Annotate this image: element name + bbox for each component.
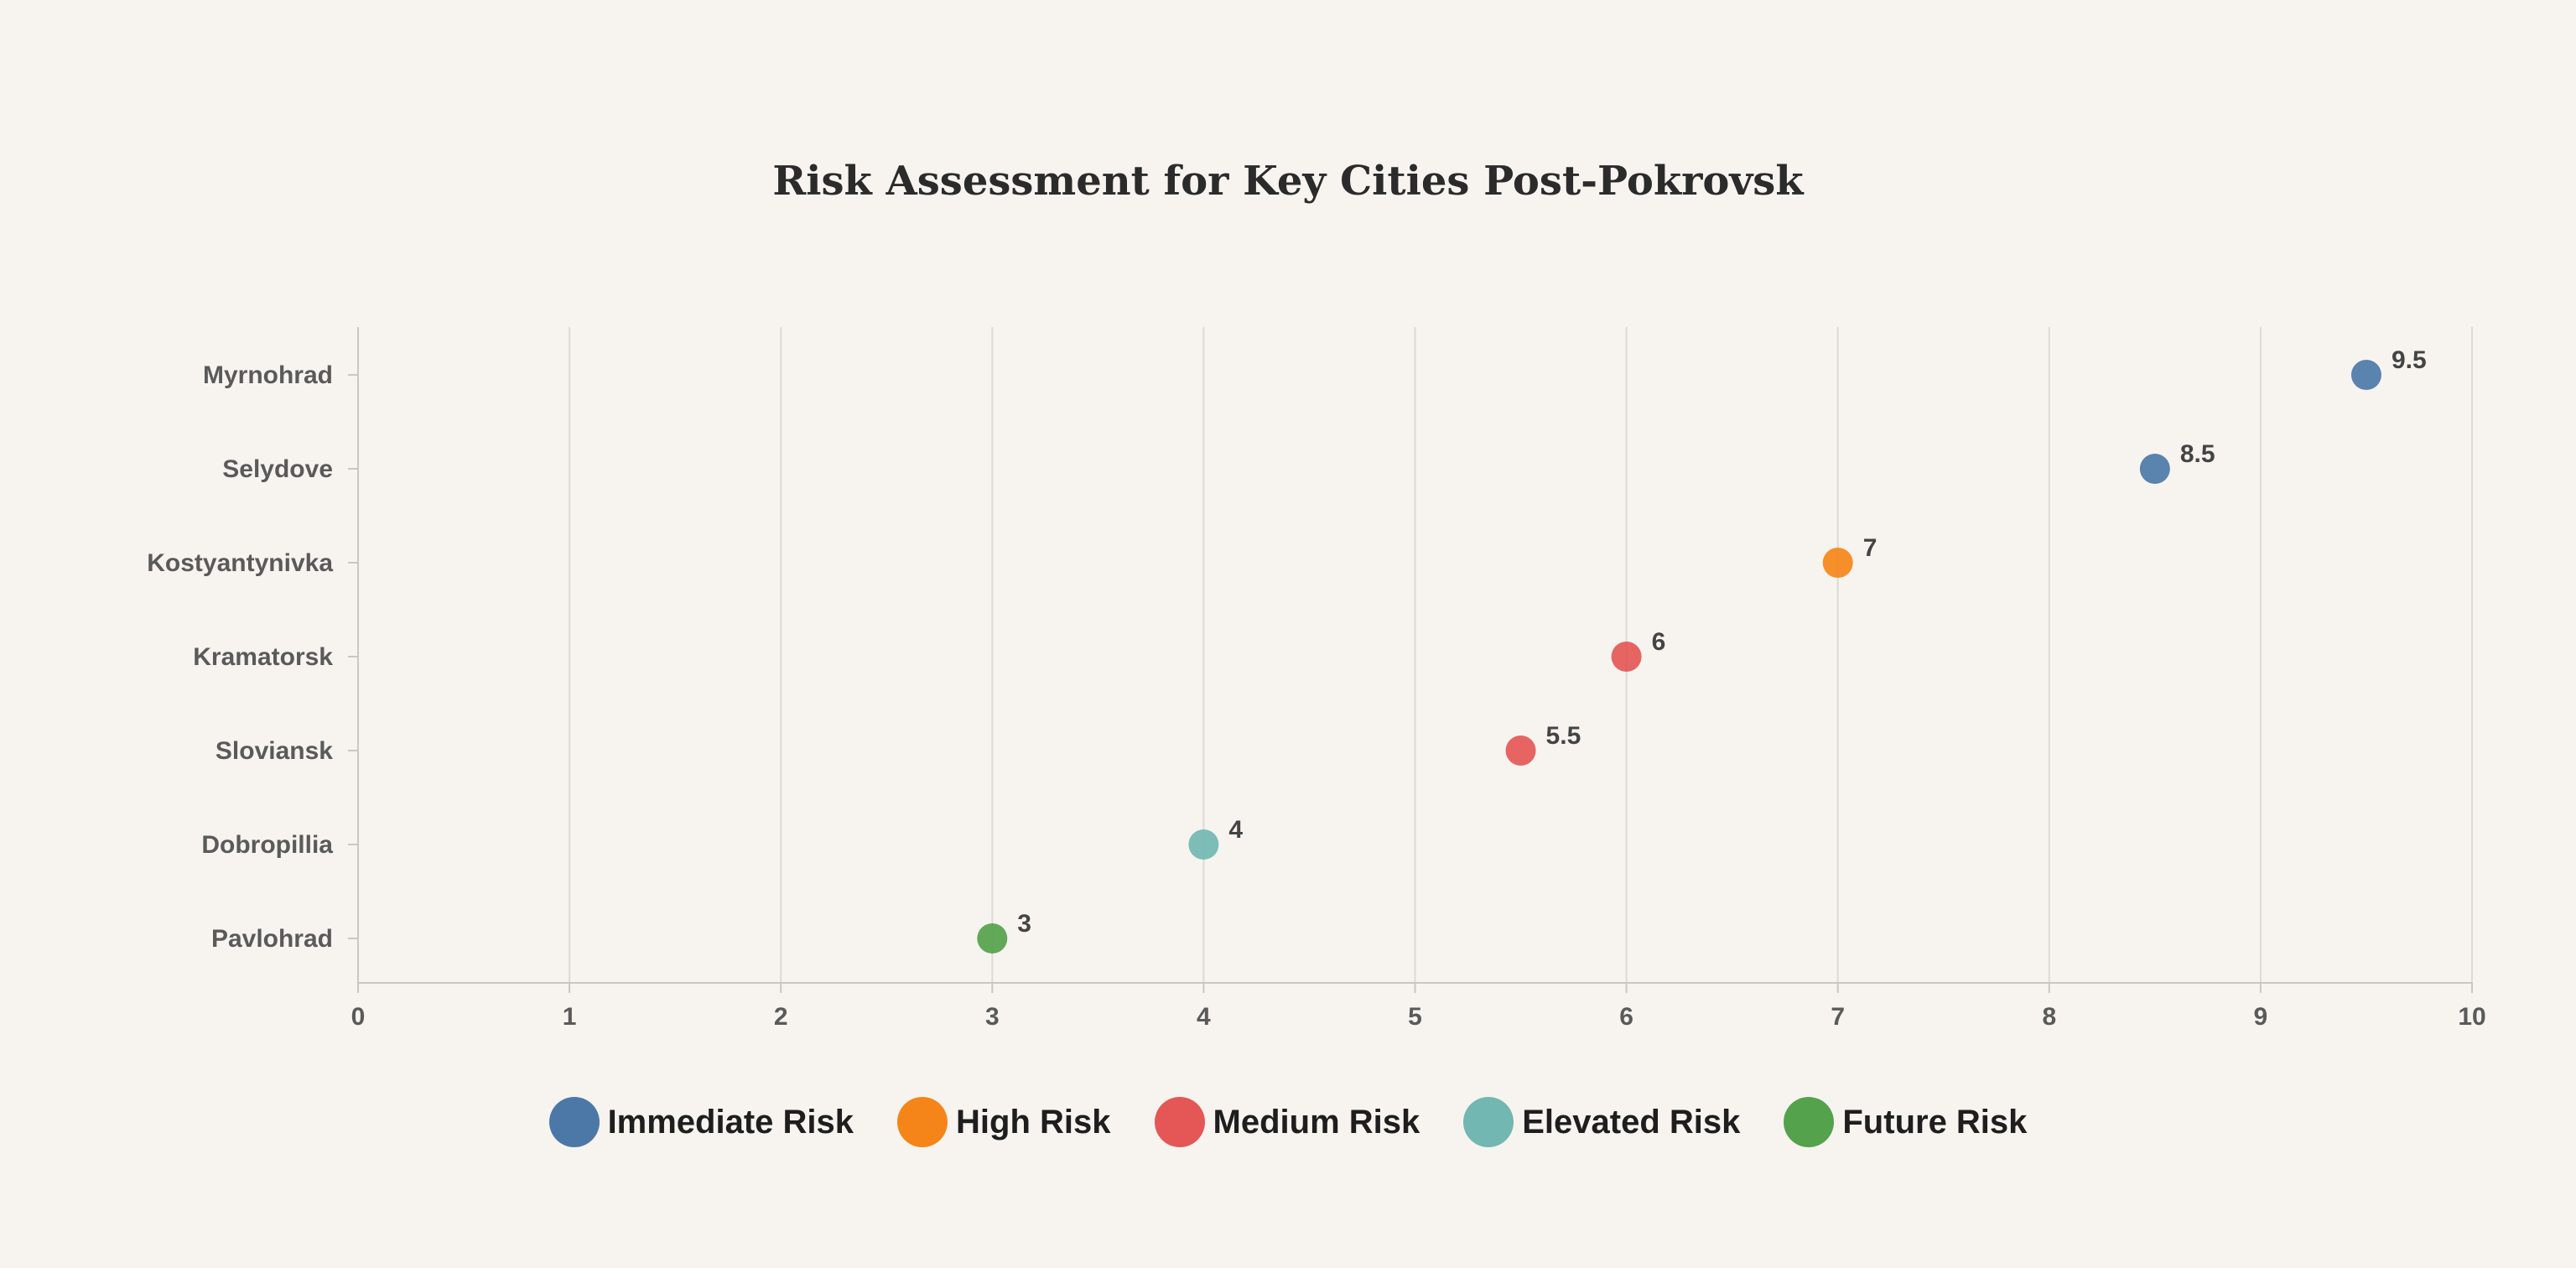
data-label: 7 xyxy=(1863,534,1877,562)
data-point xyxy=(1505,735,1536,766)
data-point xyxy=(1188,829,1219,860)
y-tick-label: Pavlohrad xyxy=(211,925,333,953)
chart-legend: Immediate Risk High Risk Medium Risk Elevat… xyxy=(0,1097,2576,1147)
legend-label: Medium Risk xyxy=(1213,1103,1420,1141)
data-point xyxy=(977,923,1008,954)
x-tick-label: 3 xyxy=(985,1003,1000,1031)
x-tick-label: 5 xyxy=(1408,1003,1422,1031)
data-label: 8.5 xyxy=(2180,440,2215,468)
x-tick-label: 7 xyxy=(1831,1003,1845,1031)
data-point xyxy=(2139,454,2170,484)
chart-title: Risk Assessment for Key Cities Post-Pokr… xyxy=(772,158,1804,205)
data-label: 3 xyxy=(1017,910,1031,938)
legend-item: Elevated Risk xyxy=(1463,1097,1740,1147)
y-tick-label: Selydove xyxy=(222,455,333,483)
data-label: 4 xyxy=(1228,816,1243,844)
legend-swatch xyxy=(1154,1097,1205,1147)
data-point xyxy=(1611,642,1642,672)
legend-label: Future Risk xyxy=(1842,1103,2028,1141)
legend-label: Elevated Risk xyxy=(1522,1103,1741,1141)
x-tick-label: 2 xyxy=(774,1003,788,1031)
y-tick-label: Dobropillia xyxy=(201,831,333,859)
legend-item: Immediate Risk xyxy=(548,1097,854,1147)
x-tick-label: 4 xyxy=(1197,1003,1211,1031)
data-point xyxy=(2350,360,2381,390)
x-tick-label: 1 xyxy=(563,1003,577,1031)
x-tick-label: 0 xyxy=(351,1003,366,1031)
legend-item: Medium Risk xyxy=(1154,1097,1420,1147)
data-label: 9.5 xyxy=(2392,346,2427,374)
x-tick-label: 6 xyxy=(1619,1003,1633,1031)
data-label: 6 xyxy=(1652,628,1666,656)
legend-swatch xyxy=(897,1097,948,1147)
x-tick-label: 8 xyxy=(2042,1003,2056,1031)
y-tick-label: Kostyantynivka xyxy=(147,549,333,577)
data-point xyxy=(1822,548,1853,578)
y-tick-label: Kramatorsk xyxy=(193,643,333,671)
y-tick-label: Myrnohrad xyxy=(203,361,333,389)
legend-item: Future Risk xyxy=(1784,1097,2027,1147)
legend-swatch xyxy=(1463,1097,1514,1147)
x-tick-label: 9 xyxy=(2254,1003,2268,1031)
data-label: 5.5 xyxy=(1546,722,1581,750)
legend-label: Immediate Risk xyxy=(607,1103,854,1141)
x-tick-label: 10 xyxy=(2458,1003,2485,1031)
legend-label: High Risk xyxy=(956,1103,1111,1141)
legend-item: High Risk xyxy=(897,1097,1111,1147)
legend-swatch xyxy=(548,1097,600,1147)
y-tick-label: Sloviansk xyxy=(216,737,333,765)
legend-swatch xyxy=(1784,1097,1835,1147)
